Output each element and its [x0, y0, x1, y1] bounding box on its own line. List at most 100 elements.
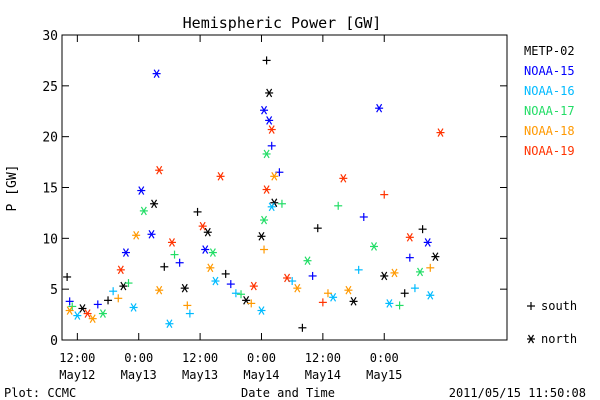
data-point-south [231, 289, 240, 298]
data-point-north [267, 202, 276, 212]
data-point-south [395, 301, 404, 310]
data-point-south [298, 323, 307, 332]
x-tick-date: May13 [182, 368, 218, 382]
data-point-north [206, 263, 215, 273]
plot-timestamp: 2011/05/15 11:50:08 [449, 386, 586, 400]
data-point-north [426, 290, 435, 300]
data-point-north [203, 227, 212, 237]
data-point-south [275, 168, 284, 177]
data-point-south [114, 294, 123, 303]
data-point-south [308, 271, 317, 280]
plot-frame [61, 34, 508, 341]
data-point-south [183, 301, 192, 310]
data-point-north [167, 238, 176, 247]
data-point-south [410, 284, 419, 293]
data-point-north [349, 297, 358, 306]
data-point-north [198, 221, 207, 231]
data-point-south [334, 201, 343, 210]
data-point-north [132, 230, 141, 240]
data-point-north [416, 267, 425, 277]
data-point-north [375, 103, 384, 113]
data-point-north [88, 314, 97, 323]
data-point-north [180, 283, 189, 293]
x-tick-date: May12 [59, 368, 95, 382]
data-point-north [208, 248, 217, 257]
data-point-north [436, 128, 445, 137]
data-point-south [124, 279, 133, 288]
data-point-north [405, 232, 414, 242]
data-point-north [260, 215, 269, 225]
data-point-north [139, 206, 148, 216]
x-tick-time: 0:00 [124, 351, 153, 365]
legend-item: NOAA-15 [524, 64, 575, 78]
data-point-north [385, 299, 394, 308]
data-point-south [318, 298, 327, 307]
data-point-north [83, 309, 92, 318]
data-point-north [329, 292, 338, 302]
data-point-south [109, 287, 118, 296]
legend-item: NOAA-19 [524, 144, 575, 158]
x-axis-label: Date and Time [241, 386, 335, 400]
y-tick-label: 25 [42, 80, 58, 95]
data-point-south [354, 265, 363, 274]
data-point-north [257, 231, 266, 241]
data-point-north [303, 256, 312, 266]
data-point-north [265, 88, 274, 98]
marker-key-symbol [527, 302, 535, 310]
data-point-north [265, 116, 274, 125]
y-tick-label: 10 [42, 232, 58, 247]
data-point-north [270, 171, 279, 181]
data-point-south [323, 289, 332, 298]
legend-item: NOAA-17 [524, 104, 575, 118]
data-point-south [313, 224, 322, 233]
data-point-north [370, 242, 379, 251]
x-tick-time: 12:00 [182, 351, 218, 365]
y-tick-label: 30 [42, 29, 58, 44]
x-tick-date: May15 [366, 368, 402, 382]
data-point-north [147, 229, 156, 239]
chart-title: Hemispheric Power [GW] [183, 14, 382, 32]
data-point-north [116, 265, 125, 275]
x-tick-time: 12:00 [305, 351, 341, 365]
data-point-south [185, 309, 194, 318]
data-point-south [193, 207, 202, 216]
x-tick-date: May14 [243, 368, 279, 382]
marker-key-label: south [541, 299, 577, 313]
data-point-north [339, 174, 348, 183]
data-point-north [201, 245, 210, 254]
y-axis-label: P [GW] [5, 165, 20, 212]
y-tick-label: 5 [50, 283, 58, 298]
y-tick-label: 0 [50, 334, 58, 349]
data-point-north [155, 285, 164, 295]
data-point-south [65, 297, 74, 306]
data-point-south [93, 300, 102, 309]
data-point-south [400, 289, 409, 298]
data-point-north [257, 306, 266, 315]
marker-key: south north [527, 299, 577, 346]
data-point-north [390, 268, 399, 278]
x-axis-ticks: 12:00 May12 0:00 May13 12:00 May13 0:00 May14 12… [59, 35, 402, 382]
data-point-north [73, 311, 82, 320]
legend-item: NOAA-16 [524, 84, 575, 98]
data-point-south [260, 245, 269, 254]
data-point-north [262, 149, 271, 159]
data-point-south [175, 258, 184, 267]
data-point-north [155, 165, 164, 175]
data-point-south [405, 253, 414, 262]
data-point-north [431, 252, 440, 261]
data-point-north [260, 105, 269, 115]
data-point-north [65, 306, 74, 315]
y-tick-label: 20 [42, 131, 58, 146]
legend: METP-02 NOAA-15 NOAA-16 NOAA-17 NOAA-18 NOAA-… [524, 44, 575, 158]
data-point-north [267, 125, 276, 134]
x-tick-date: May13 [121, 368, 157, 382]
data-point-north [152, 69, 161, 78]
data-point-north [98, 309, 107, 318]
data-point-north [150, 199, 159, 209]
data-point-south [247, 299, 256, 308]
data-point-south [237, 290, 246, 299]
y-axis-ticks: 0 5 10 15 20 25 30 [42, 29, 507, 349]
data-point-north [283, 273, 292, 283]
legend-item: METP-02 [524, 44, 575, 58]
